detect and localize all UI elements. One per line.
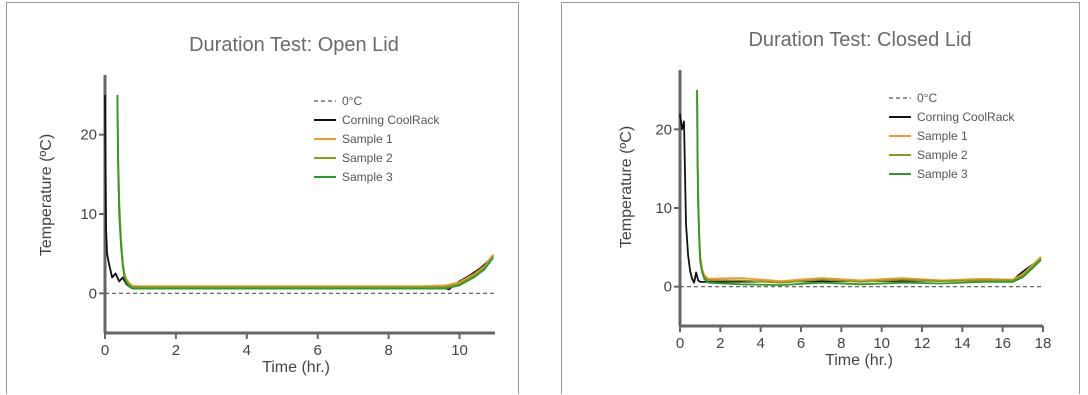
legend-label: Sample 2 xyxy=(342,151,393,165)
x-tick-label: 10 xyxy=(873,335,890,352)
x-axis-label: Time (hr.) xyxy=(262,359,330,376)
x-tick-label: 0 xyxy=(676,335,684,352)
chart-title: Duration Test: Closed Lid xyxy=(748,29,971,51)
y-tick-label: 0 xyxy=(89,285,97,302)
legend-label: Sample 3 xyxy=(917,167,968,181)
chart-title: Duration Test: Open Lid xyxy=(189,34,399,56)
y-tick-label: 20 xyxy=(655,121,672,138)
x-tick-label: 14 xyxy=(954,335,971,352)
x-tick-label: 0 xyxy=(101,342,109,359)
y-tick-label: 10 xyxy=(80,206,97,223)
x-axis-label: Time (hr.) xyxy=(825,352,893,369)
x-tick-label: 16 xyxy=(994,335,1011,352)
x-tick-label: 4 xyxy=(243,342,251,359)
legend-label: Sample 2 xyxy=(917,148,968,162)
chart-panel-closed-lid: Duration Test: Closed Lid Time (hr.) Tem… xyxy=(561,2,1080,394)
chart-panel-open-lid: Duration Test: Open Lid Time (hr.) Tempe… xyxy=(6,2,519,394)
legend-label: Corning CoolRack xyxy=(342,113,440,127)
series-line-4 xyxy=(696,89,1042,287)
legend-label: Corning CoolRack xyxy=(917,110,1015,124)
series-line-4 xyxy=(116,94,494,290)
x-tick-label: 18 xyxy=(1035,335,1052,352)
y-axis-label: Temperature (ºC) xyxy=(38,134,55,256)
y-tick-label: 20 xyxy=(80,127,97,144)
y-axis-label: Temperature (ºC) xyxy=(618,126,635,248)
legend-label: Sample 1 xyxy=(917,129,968,143)
x-tick-label: 6 xyxy=(797,335,805,352)
x-tick-label: 2 xyxy=(172,342,180,359)
legend-label: 0°C xyxy=(917,91,937,105)
x-tick-label: 8 xyxy=(384,342,392,359)
series-line-1 xyxy=(679,113,1042,284)
y-tick-label: 10 xyxy=(655,200,672,217)
x-tick-label: 10 xyxy=(451,342,468,359)
x-tick-label: 4 xyxy=(756,335,764,352)
chart-open-lid: Duration Test: Open Lid Time (hr.) Tempe… xyxy=(38,34,495,376)
x-tick-label: 2 xyxy=(716,335,724,352)
x-tick-label: 12 xyxy=(914,335,931,352)
legend-label: 0°C xyxy=(342,94,362,108)
x-tick-label: 8 xyxy=(837,335,845,352)
legend-label: Sample 3 xyxy=(342,170,393,184)
y-tick-label: 0 xyxy=(664,279,672,296)
legend-label: Sample 1 xyxy=(342,132,393,146)
x-tick-label: 6 xyxy=(314,342,322,359)
chart-closed-lid: Duration Test: Closed Lid Time (hr.) Tem… xyxy=(618,29,1052,369)
